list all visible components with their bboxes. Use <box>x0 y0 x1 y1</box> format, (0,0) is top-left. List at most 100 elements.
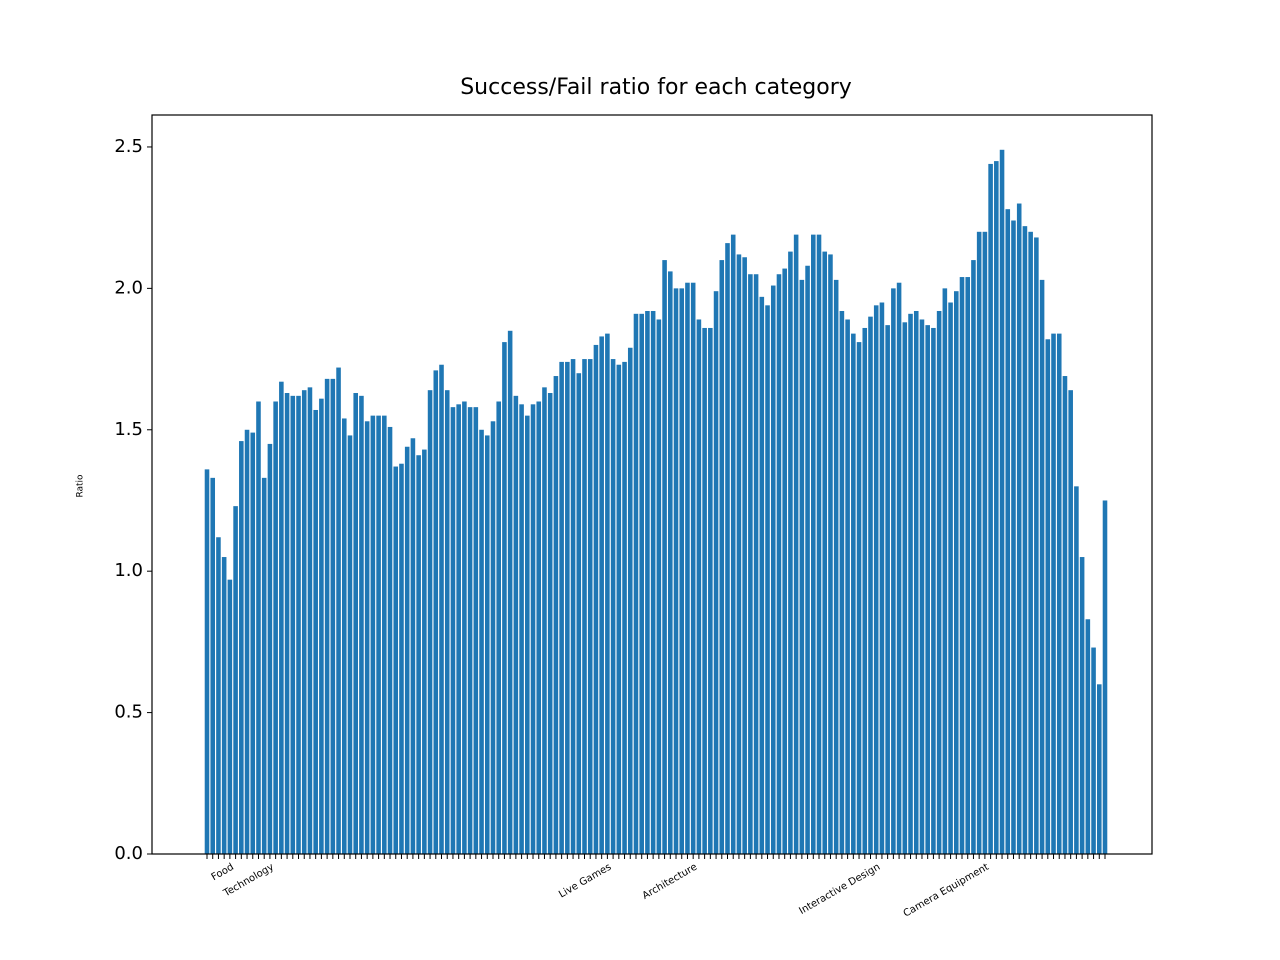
bar <box>1056 333 1062 854</box>
bar <box>439 364 444 854</box>
bar <box>484 435 490 854</box>
y-tick-label: 0.5 <box>114 702 143 723</box>
bar <box>261 477 267 854</box>
bar <box>816 234 822 854</box>
bar <box>382 415 387 854</box>
bar <box>1034 237 1039 855</box>
bar <box>999 149 1005 855</box>
bar <box>221 557 227 854</box>
bar <box>730 234 736 854</box>
bar <box>204 469 210 854</box>
bar <box>290 395 296 854</box>
bar <box>662 260 667 854</box>
bar <box>976 231 982 854</box>
bar <box>759 296 765 854</box>
bar <box>233 506 238 854</box>
bar <box>622 361 627 854</box>
bar <box>959 277 965 854</box>
bar <box>1068 390 1073 854</box>
bar <box>845 319 850 855</box>
bar <box>725 243 730 854</box>
bar <box>696 319 702 855</box>
bar <box>393 466 399 854</box>
bar <box>605 333 610 854</box>
bar <box>519 404 524 854</box>
bar <box>473 407 479 854</box>
bar <box>736 254 742 855</box>
bar <box>239 441 244 854</box>
bar <box>210 477 216 854</box>
bar <box>467 407 473 854</box>
bar <box>227 579 233 854</box>
bar <box>376 415 381 854</box>
bar <box>948 302 953 855</box>
bar <box>353 393 359 854</box>
bar <box>576 373 582 854</box>
bar <box>708 327 713 855</box>
bar <box>742 257 747 854</box>
bar <box>267 443 273 854</box>
bar <box>1028 231 1033 854</box>
bar <box>496 401 501 854</box>
bar <box>971 260 976 854</box>
bar <box>1022 226 1028 854</box>
bar <box>1102 500 1108 854</box>
bar <box>450 407 456 854</box>
bar <box>936 310 942 855</box>
bar <box>1051 333 1056 854</box>
bar <box>370 415 376 854</box>
y-tick-label: 2.0 <box>114 277 143 298</box>
bar <box>1096 684 1102 854</box>
bar <box>462 401 467 854</box>
y-axis-label: Ratio <box>76 474 86 498</box>
bar <box>942 288 948 854</box>
bar <box>994 161 999 854</box>
bar <box>301 390 307 854</box>
bar <box>1045 339 1051 854</box>
bar <box>422 449 427 854</box>
bar <box>1005 209 1011 854</box>
bar <box>650 310 656 855</box>
bar <box>1091 647 1096 854</box>
bar <box>765 305 770 854</box>
bar <box>313 409 318 854</box>
bar <box>753 274 759 854</box>
bar <box>559 361 564 854</box>
bar <box>965 277 971 854</box>
bar <box>982 231 988 854</box>
bar <box>1079 557 1085 854</box>
bar <box>616 364 622 854</box>
bar <box>456 404 461 854</box>
bar <box>868 316 873 854</box>
bar <box>587 359 593 854</box>
bar <box>919 319 925 855</box>
bar <box>387 426 393 854</box>
bar <box>891 288 896 854</box>
y-tick-label: 0.0 <box>114 843 143 864</box>
bar <box>822 251 828 854</box>
bar <box>1085 619 1091 854</box>
bar <box>536 401 542 854</box>
bar <box>341 418 347 854</box>
y-tick-label: 1.5 <box>114 419 143 440</box>
bar <box>279 381 284 854</box>
bar <box>811 234 816 854</box>
bar <box>502 342 507 854</box>
bar <box>673 288 679 854</box>
bar <box>513 395 519 854</box>
bar <box>896 282 902 854</box>
bar <box>839 310 845 855</box>
bar <box>633 313 639 854</box>
bar <box>433 370 439 854</box>
bar <box>639 313 644 854</box>
bar <box>427 390 433 854</box>
bar <box>553 376 559 854</box>
bar <box>444 390 450 854</box>
bar <box>719 260 725 854</box>
bar <box>851 333 856 854</box>
bar <box>570 359 576 854</box>
bar <box>530 404 536 854</box>
bar <box>953 291 959 854</box>
bar <box>404 446 410 854</box>
